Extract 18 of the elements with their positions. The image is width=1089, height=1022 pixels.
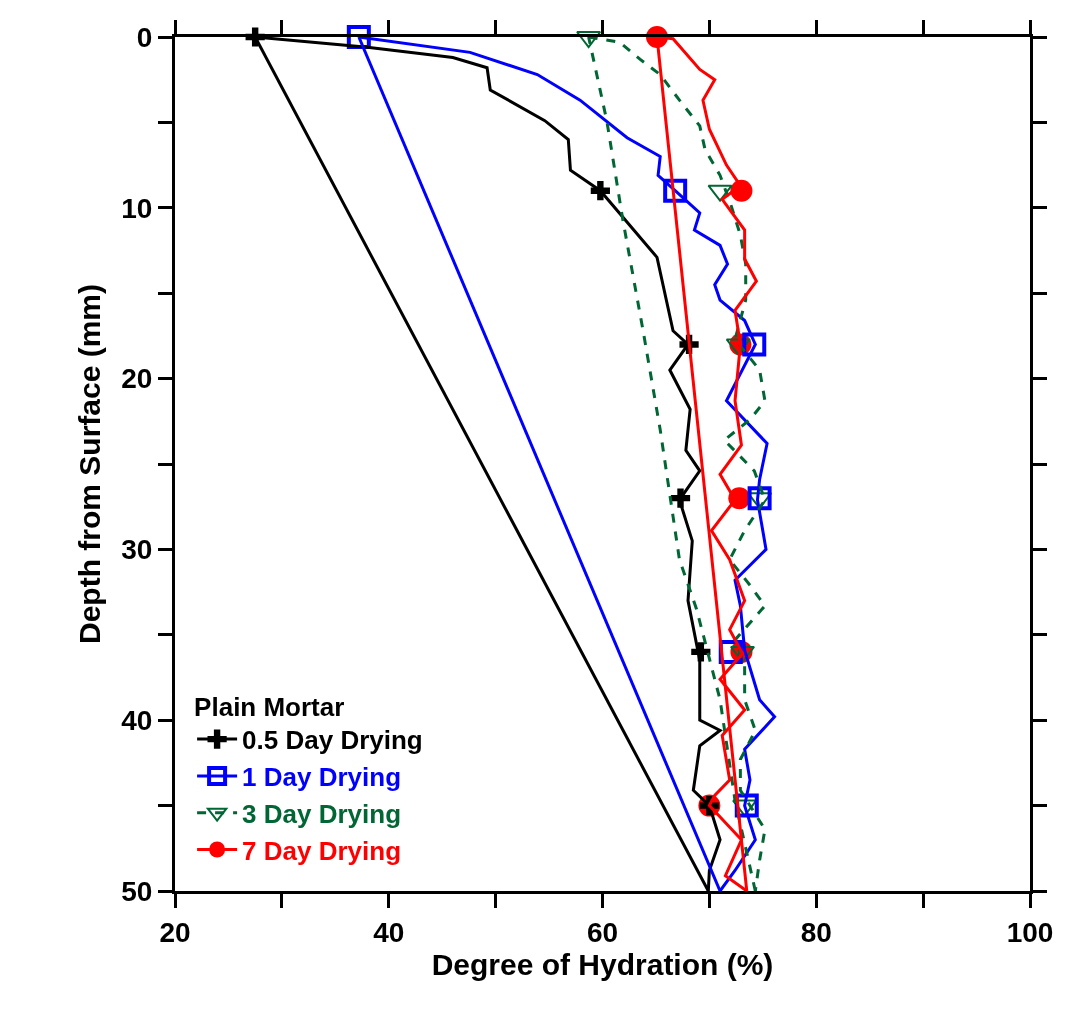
legend-title: Plain Mortar	[194, 691, 345, 722]
y-tick-label: 40	[121, 705, 153, 736]
y-tick-label: 50	[121, 875, 153, 907]
x-tick-label: 100	[1006, 916, 1054, 948]
y-tick-label: 0	[136, 21, 153, 53]
x-axis-title: Degree of Hydration (%)	[431, 948, 774, 982]
legend-label: 3 Day Drying	[242, 798, 402, 829]
legend-label: 0.5 Day Drying	[242, 725, 423, 756]
y-tick-label: 30	[121, 534, 153, 566]
x-tick-label: 20	[159, 916, 191, 948]
x-tick-label: 40	[373, 916, 405, 948]
y-axis-title: Depth from Surface (mm)	[73, 283, 107, 645]
y-tick-label: 20	[121, 363, 153, 395]
x-tick-label: 60	[586, 916, 619, 948]
y-tick-label: 10	[121, 192, 153, 224]
legend-label: 7 Day Drying	[242, 835, 402, 866]
legend-label: 1 Day Drying	[242, 762, 402, 793]
x-tick-label: 80	[800, 916, 832, 948]
